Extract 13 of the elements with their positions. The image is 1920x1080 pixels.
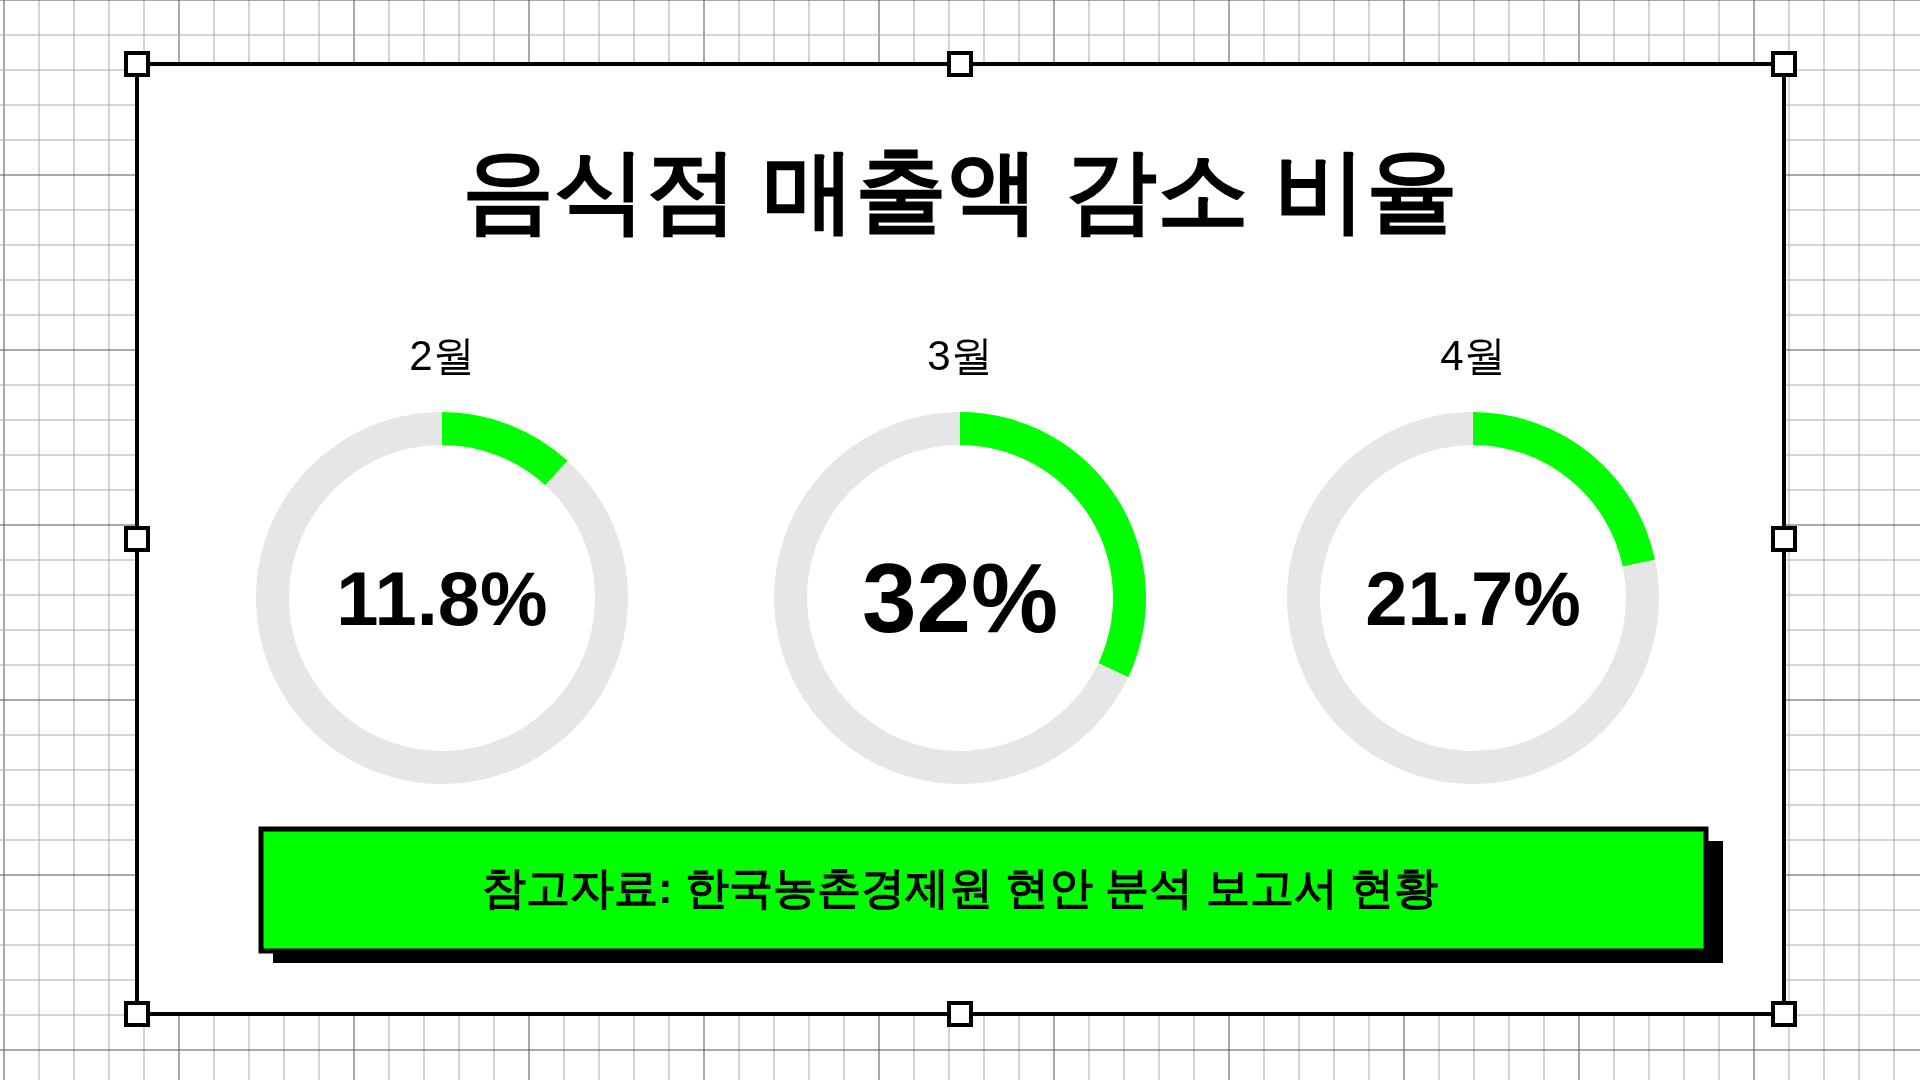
donut-slice bbox=[442, 412, 568, 486]
text: 32% bbox=[861, 543, 1059, 653]
text: 참고자료: 한국농촌경제원 현안 분석 보고서 현황 bbox=[482, 862, 1438, 912]
donut-slice bbox=[1473, 412, 1656, 567]
donut-slice bbox=[1287, 412, 1659, 784]
text: 11.8% bbox=[336, 555, 548, 641]
chart-title: 4월 bbox=[1440, 331, 1506, 379]
chart-title: 2월 bbox=[409, 331, 475, 379]
donut-slice bbox=[774, 412, 1129, 784]
text: 21.7% bbox=[1365, 555, 1581, 641]
chart-title: 3월 bbox=[927, 331, 993, 379]
donut-slice bbox=[256, 412, 628, 784]
text: 음식점 매출액 감소 비율 bbox=[461, 139, 1459, 241]
